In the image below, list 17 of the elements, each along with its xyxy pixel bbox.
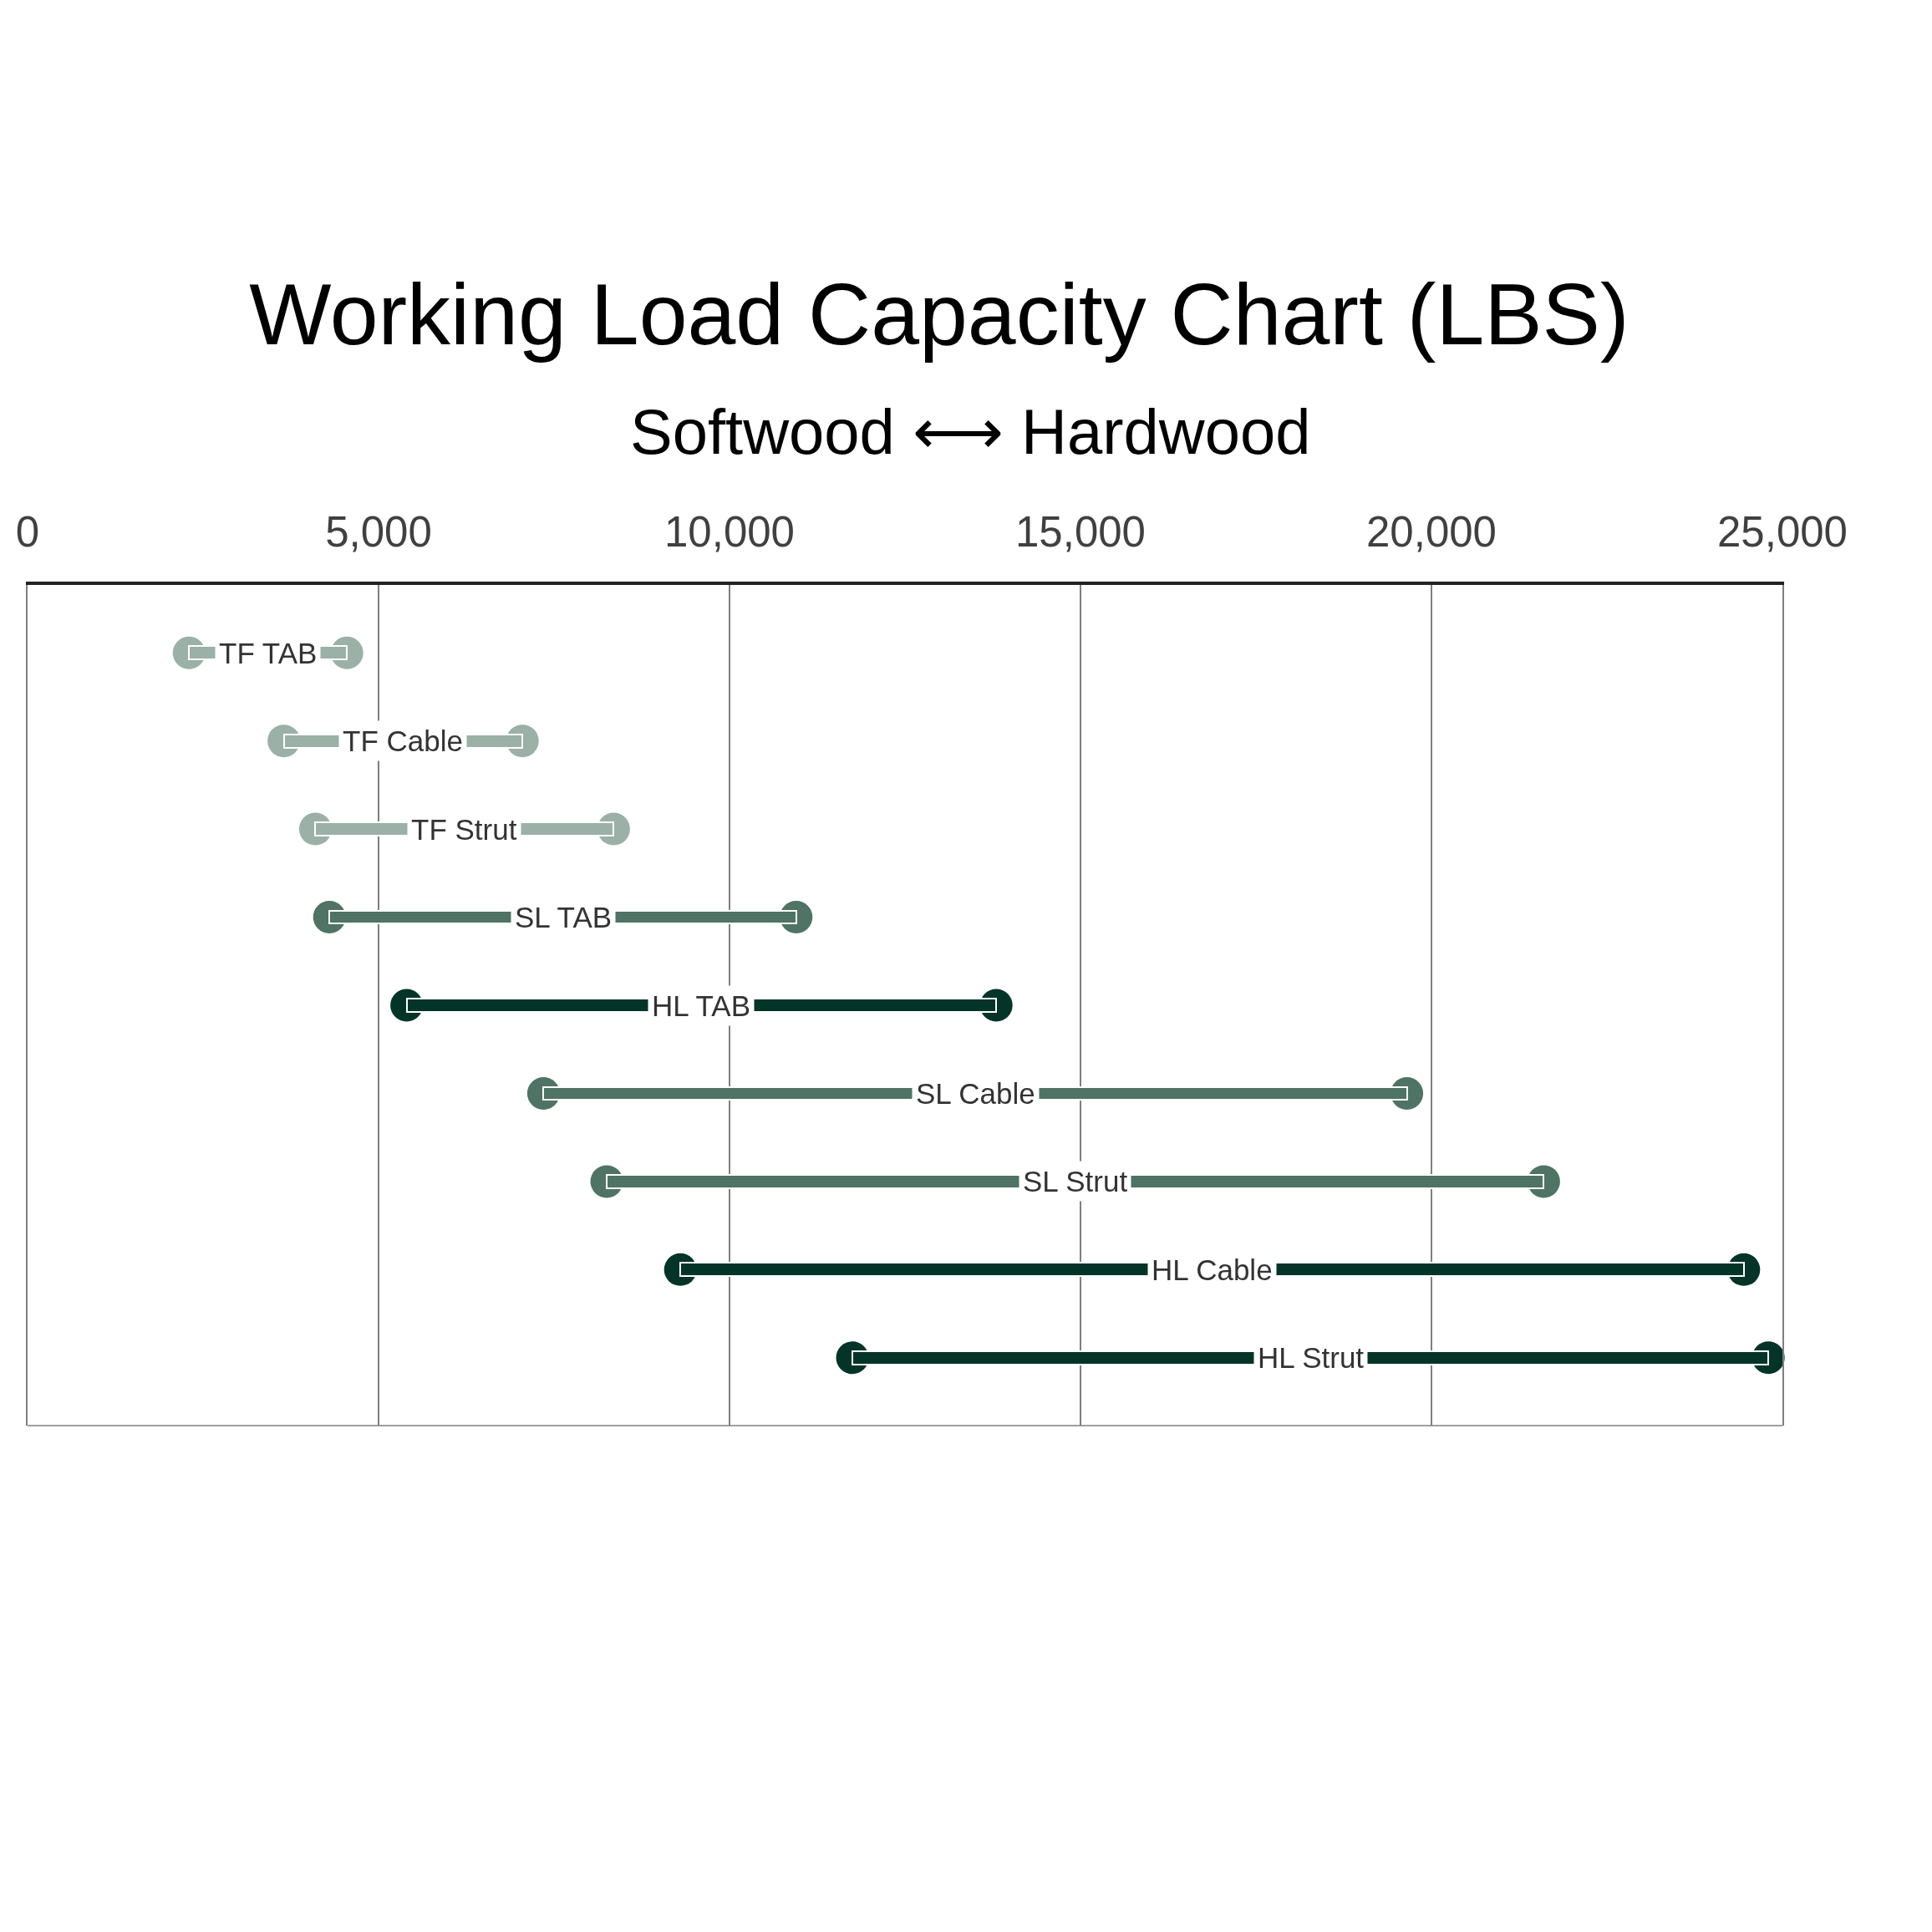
chart-title: Working Load Capacity Chart (LBS) <box>249 266 1629 364</box>
y-tick-label: SL Cable <box>916 1077 1035 1110</box>
x-tick-label: 10,000 <box>664 507 795 556</box>
y-tick-label: HL Strut <box>1258 1341 1365 1374</box>
y-tick-label: TF Cable <box>343 724 463 757</box>
y-tick-label: SL TAB <box>515 901 613 933</box>
x-tick-label: 20,000 <box>1366 507 1497 556</box>
y-tick-label: HL Cable <box>1152 1253 1273 1286</box>
x-tick-label: 0 <box>15 507 40 556</box>
y-tick-label: HL TAB <box>652 989 751 1022</box>
x-tick-label: 25,000 <box>1717 507 1848 556</box>
y-tick-label: TF TAB <box>219 637 318 669</box>
y-tick-label: TF Strut <box>411 813 517 846</box>
chart-subtitle: Softwood ⟷ Hardwood <box>630 396 1311 467</box>
x-tick-label: 15,000 <box>1015 507 1146 556</box>
y-tick-label: SL Strut <box>1023 1165 1128 1197</box>
x-tick-label: 5,000 <box>325 507 432 556</box>
